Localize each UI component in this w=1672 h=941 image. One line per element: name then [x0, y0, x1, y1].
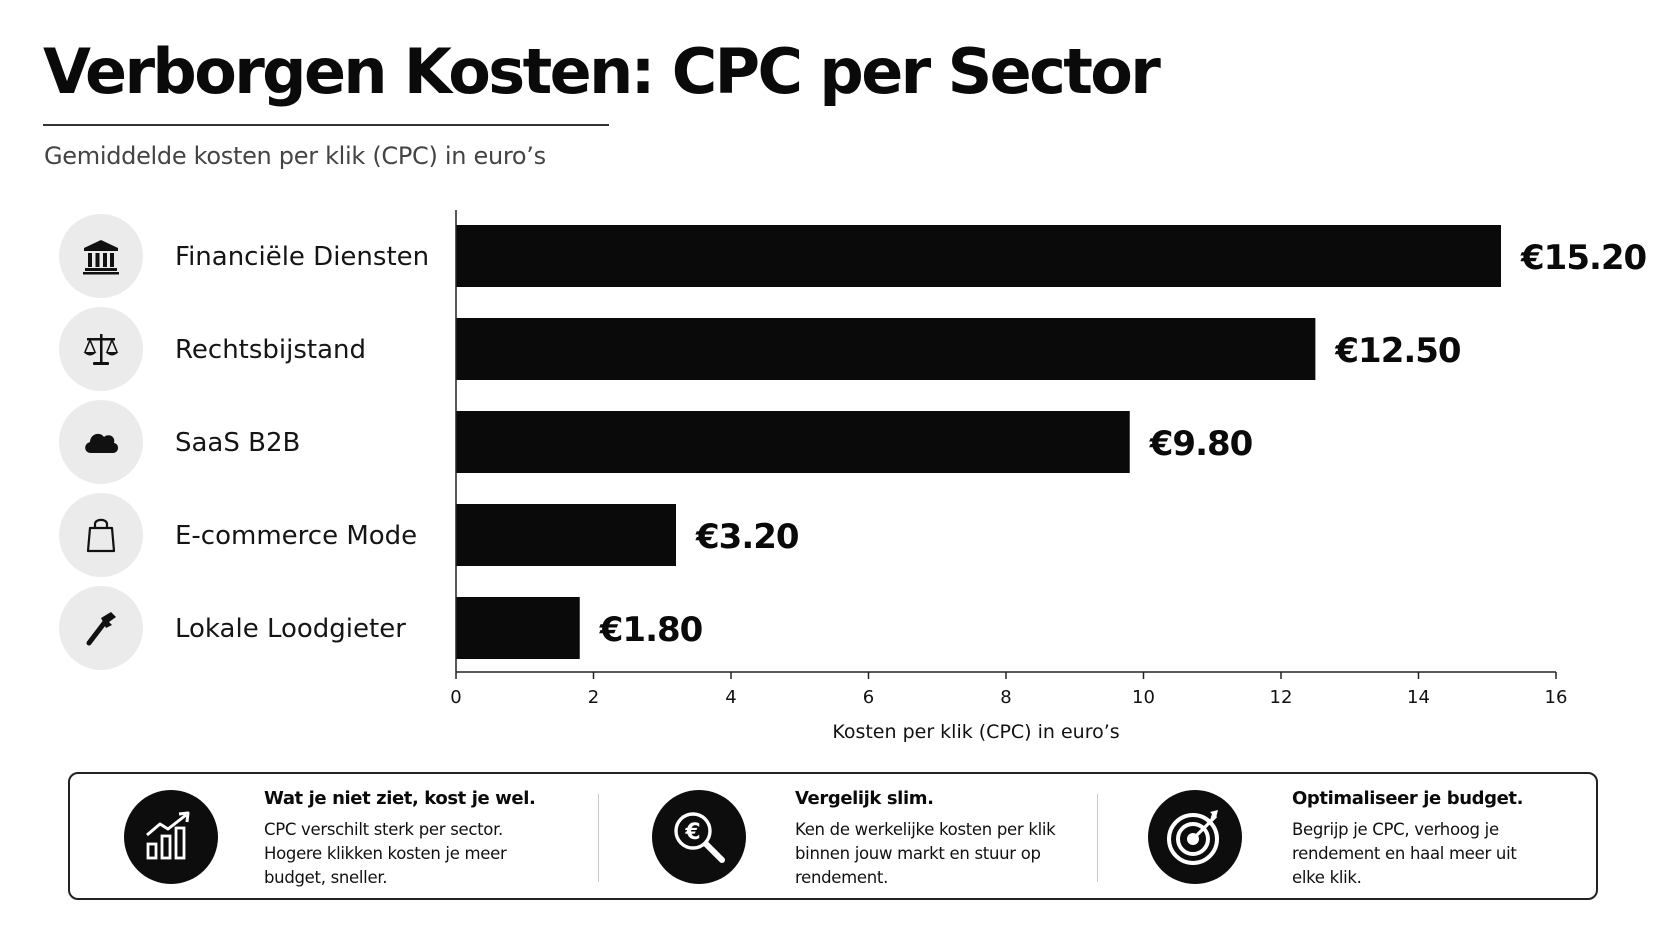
euro-magnifier-icon: € — [652, 790, 746, 884]
category-label: E-commerce Mode — [175, 521, 417, 551]
info-divider — [598, 794, 599, 882]
x-tick-label: 14 — [1407, 687, 1430, 708]
info-card-text: Ken de werkelijke kosten per klik binnen… — [795, 820, 1056, 887]
info-card-title: Optimaliseer je budget. — [1292, 788, 1524, 809]
info-card-text: CPC verschilt sterk per sector. Hogere k… — [264, 820, 507, 887]
svg-text:€: € — [684, 820, 700, 845]
x-axis-title: Kosten per klik (CPC) in euro’s — [832, 721, 1119, 743]
bar — [456, 225, 1501, 287]
x-tick-label: 6 — [863, 687, 874, 708]
category-icon-badge — [59, 493, 143, 577]
info-card-title: Wat je niet ziet, kost je wel. — [264, 788, 536, 809]
info-panel: Wat je niet ziet, kost je wel. CPC versc… — [68, 772, 1598, 900]
growth-chart-icon — [124, 790, 218, 884]
info-card-title: Vergelijk slim. — [795, 788, 934, 809]
x-tick-label: 8 — [1000, 687, 1011, 708]
page-subtitle: Gemiddelde kosten per klik (CPC) in euro… — [44, 142, 546, 170]
bar — [456, 504, 676, 566]
bar — [456, 318, 1316, 380]
category-label: Rechtsbijstand — [175, 335, 366, 365]
value-label: €3.20 — [695, 517, 799, 557]
info-card-text: Begrijp je CPC, verhoog je rendement en … — [1292, 820, 1517, 887]
x-tick-label: 12 — [1270, 687, 1293, 708]
value-label: €15.20 — [1520, 238, 1647, 278]
value-label: €9.80 — [1149, 424, 1253, 464]
info-card: € Vergelijk slim. Ken de werkelijke kost… — [652, 774, 1072, 898]
x-tick-label: 10 — [1132, 687, 1155, 708]
category-label: Financiële Diensten — [175, 242, 429, 272]
category-label: Lokale Loodgieter — [175, 614, 406, 644]
info-divider — [1097, 794, 1098, 882]
category-label: SaaS B2B — [175, 428, 300, 458]
bar — [456, 411, 1130, 473]
cpc-bar-chart: Financiële Diensten Rechtsbijstand SaaS B2… — [59, 210, 1648, 743]
target-icon — [1148, 790, 1242, 884]
value-label: €1.80 — [599, 610, 703, 650]
x-tick-label: 4 — [725, 687, 736, 708]
page-title: Verborgen Kosten: CPC per Sector — [43, 35, 1161, 108]
x-tick-label: 0 — [450, 687, 461, 708]
x-tick-label: 2 — [588, 687, 599, 708]
bar — [456, 597, 580, 659]
x-tick-label: 16 — [1545, 687, 1568, 708]
title-underline — [43, 124, 609, 126]
info-card: Wat je niet ziet, kost je wel. CPC versc… — [124, 774, 544, 898]
category-icon-badge — [59, 214, 143, 298]
value-label: €12.50 — [1334, 331, 1461, 371]
info-card: Optimaliseer je budget. Begrijp je CPC, … — [1148, 774, 1568, 898]
